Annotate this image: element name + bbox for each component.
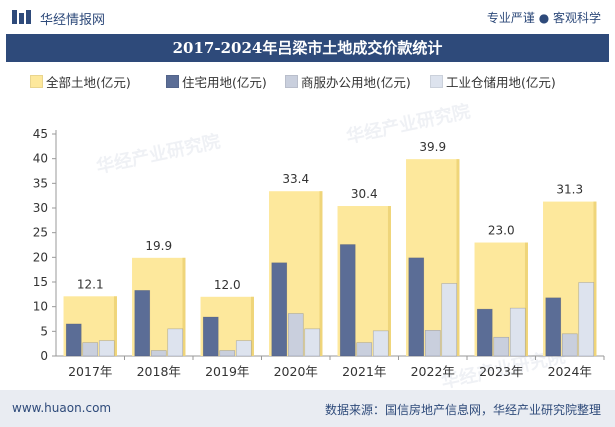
x-tick-label: 2021年 bbox=[342, 364, 386, 379]
x-tick-label: 2020年 bbox=[274, 364, 318, 379]
legend-label-commercial: 商服办公用地(亿元) bbox=[301, 75, 411, 90]
y-tick-label: 25 bbox=[33, 226, 48, 240]
bar-industrial bbox=[167, 328, 184, 357]
bar-total-shade bbox=[524, 242, 528, 356]
data-label-total: 33.4 bbox=[282, 172, 309, 186]
data-label-total: 12.1 bbox=[77, 277, 104, 291]
site-name: 华经情报网 bbox=[40, 13, 106, 28]
data-label-total: 23.0 bbox=[488, 224, 515, 238]
bar-residential bbox=[134, 290, 151, 357]
bar-total-shade bbox=[593, 201, 597, 356]
data-label-total: 39.9 bbox=[419, 140, 446, 154]
data-source: 数据来源：国信房地产信息网，华经产业研究院整理 bbox=[324, 403, 601, 417]
bar-industrial bbox=[509, 307, 526, 357]
legend-item-commercial: 商服办公用地(亿元) bbox=[285, 72, 411, 91]
legend-swatch-total bbox=[30, 75, 43, 88]
y-tick-label: 15 bbox=[33, 275, 48, 289]
top-bar: 华经情报网 专业严谨 ● 客观科学 bbox=[0, 0, 615, 34]
bar-residential bbox=[408, 257, 425, 357]
data-label-total: 12.0 bbox=[214, 278, 241, 292]
y-tick-label: 5 bbox=[40, 324, 48, 338]
bar-total-shade bbox=[387, 206, 391, 356]
legend-label-total: 全部土地(亿元) bbox=[46, 75, 131, 90]
y-tick-label: 10 bbox=[33, 300, 48, 314]
bar-industrial bbox=[235, 340, 252, 357]
bar-commercial bbox=[561, 333, 578, 357]
bar-commercial bbox=[493, 336, 510, 357]
bar-industrial bbox=[98, 340, 115, 357]
y-tick-label: 45 bbox=[33, 127, 48, 141]
footer: www.huaon.com 数据来源：国信房地产信息网，华经产业研究院整理 bbox=[0, 390, 615, 427]
bar-commercial bbox=[424, 330, 441, 357]
bar-total-shade bbox=[456, 159, 460, 356]
logo-icon bbox=[12, 10, 31, 24]
x-tick-label: 2024年 bbox=[548, 364, 592, 379]
y-tick-label: 20 bbox=[33, 250, 48, 264]
legend-label-industrial: 工业仓储用地(亿元) bbox=[446, 75, 556, 90]
bar-residential bbox=[202, 316, 219, 357]
y-tick-label: 30 bbox=[33, 201, 48, 215]
legend-item-residential: 住宅用地(亿元) bbox=[166, 72, 267, 91]
legend-item-total: 全部土地(亿元) bbox=[30, 72, 131, 91]
bar-total-shade bbox=[250, 296, 254, 356]
x-tick-label: 2019年 bbox=[205, 364, 249, 379]
bar-commercial bbox=[287, 313, 304, 357]
chart-title: 2017-2024年吕梁市土地成交价款统计 bbox=[6, 34, 609, 62]
bar-residential bbox=[339, 244, 356, 357]
bar-chart: 0 5 10 15 20 25 30 35 40 45 12.1 2017年 19.9 2018年 12.0… bbox=[33, 127, 605, 379]
data-label-total: 30.4 bbox=[351, 187, 378, 201]
bar-commercial bbox=[356, 342, 373, 357]
bar-residential bbox=[476, 308, 493, 357]
y-tick-label: 35 bbox=[33, 176, 48, 190]
data-label-total: 31.3 bbox=[556, 183, 583, 197]
y-tick-label: 0 bbox=[40, 349, 48, 363]
legend-label-residential: 住宅用地(亿元) bbox=[182, 75, 267, 90]
bar-residential bbox=[271, 262, 288, 357]
bar-residential bbox=[65, 323, 82, 357]
bar-commercial bbox=[150, 350, 167, 357]
y-tick-label: 40 bbox=[33, 152, 48, 166]
bar-commercial bbox=[82, 342, 99, 357]
slogan: 专业严谨 ● 客观科学 bbox=[486, 11, 601, 25]
bar-industrial bbox=[441, 283, 458, 357]
x-tick-label: 2018年 bbox=[137, 364, 181, 379]
bar-industrial bbox=[304, 328, 321, 357]
bar-industrial bbox=[578, 282, 595, 357]
x-tick-label: 2023年 bbox=[479, 364, 523, 379]
legend-swatch-residential bbox=[166, 75, 179, 88]
legend-item-industrial: 工业仓储用地(亿元) bbox=[430, 72, 556, 91]
x-tick-label: 2017年 bbox=[68, 364, 112, 379]
x-tick-label: 2022年 bbox=[411, 364, 455, 379]
bar-commercial bbox=[219, 350, 236, 357]
legend-swatch-commercial bbox=[285, 75, 298, 88]
data-label-total: 19.9 bbox=[145, 239, 172, 253]
chart-legend: 全部土地(亿元) 住宅用地(亿元) 商服办公用地(亿元) 工业仓储用地(亿元) bbox=[0, 72, 615, 92]
bar-total-shade bbox=[182, 257, 186, 356]
bar-industrial bbox=[372, 330, 389, 357]
bar-residential bbox=[545, 297, 562, 357]
legend-swatch-industrial bbox=[430, 75, 443, 88]
bar-total-shade bbox=[319, 191, 323, 356]
bar-total-shade bbox=[113, 296, 117, 356]
footer-url: www.huaon.com bbox=[12, 401, 112, 415]
